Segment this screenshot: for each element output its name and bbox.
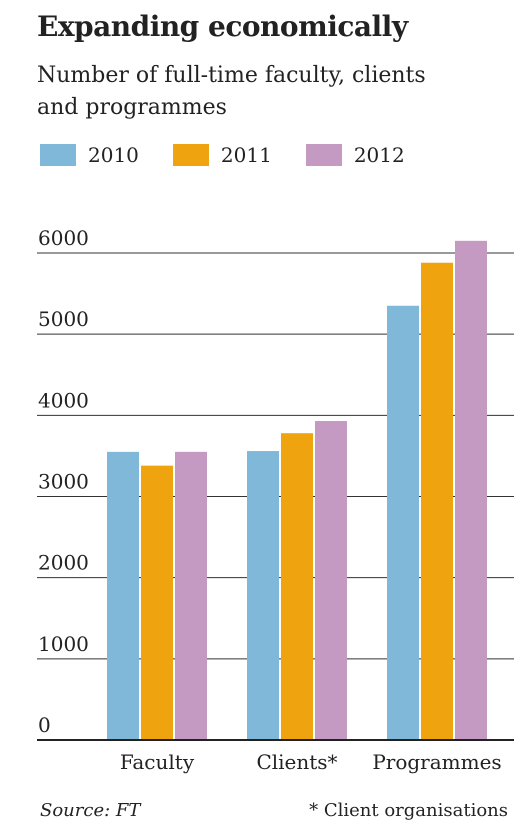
bar-faculty-2010 <box>107 451 139 740</box>
y-tick-label-1000: 1000 <box>38 632 89 656</box>
bar-clients-2010 <box>247 451 279 740</box>
legend-label-2012: 2012 <box>353 143 405 167</box>
source-note: Source: FT <box>40 800 141 821</box>
bar-faculty-2011 <box>141 465 173 740</box>
bar-programmes-2011 <box>421 262 453 740</box>
legend-item-2011: 2011 <box>172 143 272 167</box>
legend-label-2011: 2011 <box>220 143 272 167</box>
chart-title: Expanding economically <box>37 10 408 43</box>
x-tick-label-programmes: Programmes <box>372 750 501 774</box>
legend-label-2010: 2010 <box>88 143 139 167</box>
legend-item-2010: 2010 <box>40 143 139 167</box>
legend-swatch-2010 <box>40 144 76 166</box>
x-tick-label-clients: Clients* <box>256 750 337 774</box>
bar-clients-2011 <box>281 433 313 740</box>
bar-programmes-2012 <box>455 240 487 740</box>
bar-faculty-2012 <box>175 451 207 740</box>
bar-clients-2012 <box>315 421 347 740</box>
y-tick-label-0: 0 <box>38 713 51 737</box>
chart-subtitle: Number of full-time faculty, clients and… <box>37 63 426 120</box>
y-tick-label-5000: 5000 <box>38 307 89 331</box>
footnote: * Client organisations <box>309 800 508 821</box>
y-tick-label-6000: 6000 <box>38 226 89 250</box>
x-tick-label-faculty: Faculty <box>120 750 195 774</box>
legend-swatch-2012 <box>305 144 342 166</box>
bar-programmes-2010 <box>387 305 419 740</box>
y-tick-label-2000: 2000 <box>38 551 89 575</box>
y-tick-label-3000: 3000 <box>38 470 89 494</box>
legend-item-2012: 2012 <box>305 143 405 167</box>
legend: 2010 2011 2012 <box>40 140 439 170</box>
y-tick-label-4000: 4000 <box>38 388 89 412</box>
legend-swatch-2011 <box>172 144 209 166</box>
